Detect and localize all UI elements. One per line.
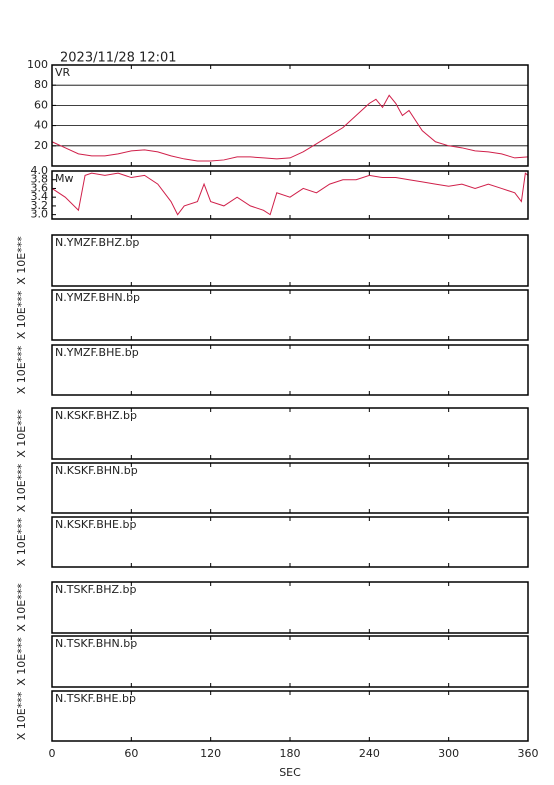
x-tick-label: 120 xyxy=(200,747,221,760)
trace-label: N.YMZF.BHZ.bp xyxy=(55,236,139,249)
trace-label: N.YMZF.BHE.bp xyxy=(55,346,139,359)
x-tick-label: 300 xyxy=(438,747,459,760)
trace-scale: X 10E*** xyxy=(15,691,28,740)
trace-scale: X 10E*** xyxy=(15,637,28,686)
trace-label: N.TSKF.BHZ.bp xyxy=(55,583,137,596)
panel-frame xyxy=(51,64,529,167)
panel-frame xyxy=(51,170,529,220)
x-tick-label: 0 xyxy=(49,747,56,760)
x-tick-label: 180 xyxy=(280,747,301,760)
trace-scale: X 10E*** xyxy=(15,583,28,632)
x-axis-label: SEC xyxy=(279,766,301,779)
trace-scale: X 10E*** xyxy=(15,345,28,394)
trace-label: N.TSKF.BHE.bp xyxy=(55,692,136,705)
trace-scale: X 10E*** xyxy=(15,409,28,458)
y-tick-label: 40 xyxy=(34,119,48,132)
trace-label: N.TSKF.BHN.bp xyxy=(55,637,137,650)
y-tick-label: 80 xyxy=(34,78,48,91)
panel-label: Mw xyxy=(55,172,74,185)
x-tick-label: 360 xyxy=(518,747,539,760)
x-tick-label: 240 xyxy=(359,747,380,760)
trace-label: N.KSKF.BHZ.bp xyxy=(55,409,137,422)
trace-label: N.KSKF.BHE.bp xyxy=(55,518,136,531)
y-tick-label: 3.6 xyxy=(31,181,49,194)
trace-label: N.YMZF.BHN.bp xyxy=(55,291,140,304)
y-tick-label: 100 xyxy=(27,58,48,71)
y-tick-label: 60 xyxy=(34,98,48,111)
data-line xyxy=(51,172,529,216)
y-tick-label: 3.0 xyxy=(31,208,49,221)
y-tick-label: 3.2 xyxy=(31,199,49,212)
y-tick-label: 4.0 xyxy=(31,164,49,177)
trace-scale: X 10E*** xyxy=(15,236,28,285)
panel-label: VR xyxy=(55,66,71,79)
trace-scale: X 10E*** xyxy=(15,463,28,512)
x-tick-label: 60 xyxy=(124,747,138,760)
y-tick-label: 3.8 xyxy=(31,173,49,186)
y-tick-label: 3.4 xyxy=(31,190,49,203)
chart-title: 2023/11/28 12:01 xyxy=(60,51,177,66)
y-tick-label: 20 xyxy=(34,139,48,152)
trace-scale: X 10E*** xyxy=(15,290,28,339)
trace-label: N.KSKF.BHN.bp xyxy=(55,464,138,477)
trace-scale: X 10E*** xyxy=(15,517,28,566)
data-line xyxy=(51,94,529,162)
